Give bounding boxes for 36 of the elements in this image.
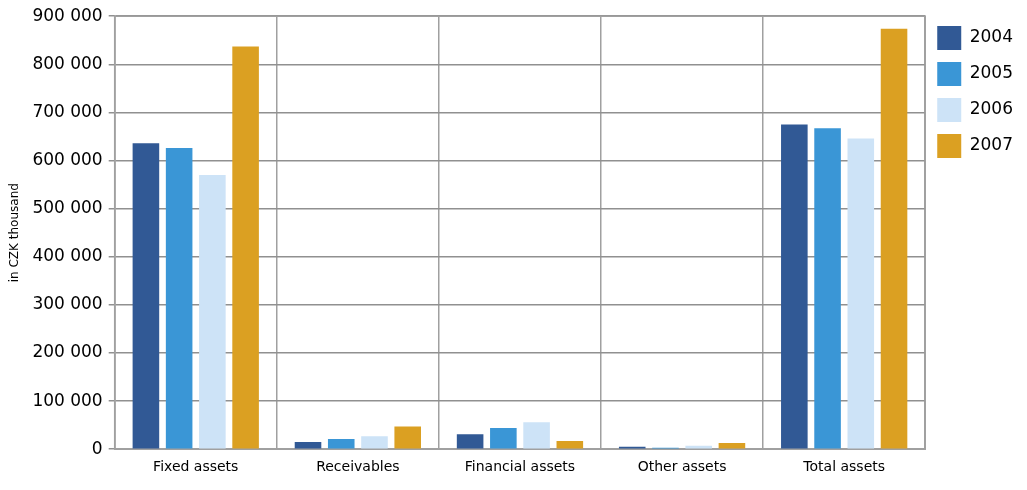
bar bbox=[490, 428, 517, 449]
y-tick-label: 800 000 bbox=[32, 52, 103, 73]
legend-label: 2006 bbox=[969, 98, 1013, 119]
x-tick-label: Financial assets bbox=[464, 458, 576, 475]
bar bbox=[456, 434, 484, 449]
y-tick-label: 400 000 bbox=[32, 245, 103, 266]
bar bbox=[132, 143, 160, 449]
y-tick-label: 100 000 bbox=[32, 389, 103, 410]
bar bbox=[814, 128, 841, 449]
y-axis-title: in CZK thousand bbox=[7, 183, 22, 283]
y-tick-label: 200 000 bbox=[32, 341, 103, 362]
bar bbox=[394, 426, 421, 449]
x-tick-label: Other assets bbox=[637, 458, 727, 475]
legend-label: 2004 bbox=[969, 26, 1013, 47]
y-tick-label: 700 000 bbox=[32, 100, 103, 121]
y-tick-label: 0 bbox=[91, 437, 103, 458]
legend-label: 2007 bbox=[969, 134, 1013, 155]
bar bbox=[361, 436, 388, 449]
bar bbox=[165, 148, 193, 449]
bar bbox=[294, 441, 322, 449]
bar bbox=[327, 439, 355, 449]
legend-label: 2005 bbox=[969, 62, 1013, 83]
bar bbox=[199, 174, 226, 449]
bar bbox=[880, 28, 908, 449]
y-tick-label: 500 000 bbox=[32, 197, 103, 218]
bar bbox=[781, 124, 808, 449]
x-tick-label: Total assets bbox=[802, 458, 886, 475]
x-tick-label: Receivables bbox=[316, 458, 400, 475]
bar bbox=[556, 441, 584, 449]
x-tick-label: Fixed assets bbox=[153, 458, 239, 475]
bar bbox=[523, 422, 550, 449]
y-tick-label: 300 000 bbox=[32, 293, 103, 314]
bar bbox=[847, 138, 875, 449]
bar bbox=[232, 46, 259, 449]
y-tick-label: 600 000 bbox=[32, 148, 103, 169]
y-tick-label: 900 000 bbox=[32, 4, 103, 25]
